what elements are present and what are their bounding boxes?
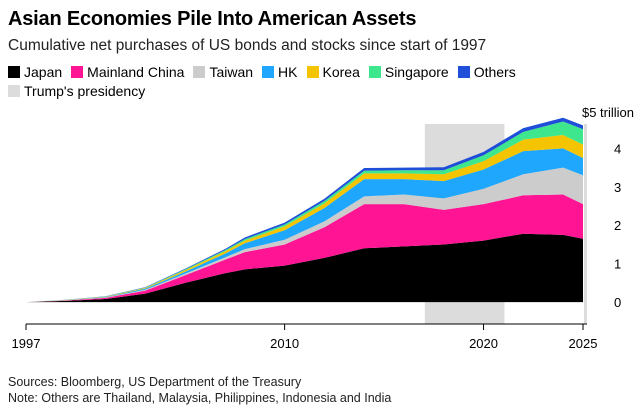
legend-swatch-japan — [8, 65, 20, 78]
legend-label-singapore: Singapore — [384, 63, 449, 80]
legend-swatch-taiwan — [193, 65, 206, 78]
legend-item-korea: Korea — [306, 63, 360, 80]
y-tick-label-0: 0 — [614, 295, 621, 310]
legend-label-japan: Japan — [24, 63, 63, 80]
area-mainland-china — [26, 194, 583, 303]
legend-swatch-hk — [262, 65, 275, 78]
legend-label-hk: HK — [278, 63, 298, 80]
y-tick-label-3: 3 — [614, 180, 621, 195]
y-unit-label: $5 trillion — [582, 105, 634, 120]
shaded-period-1 — [584, 124, 587, 324]
legend-row-1: Japan Mainland China Taiwan HK Korea Sin… — [8, 62, 608, 81]
legend-item-hk: HK — [262, 63, 298, 80]
legend-label-korea: Korea — [322, 63, 360, 80]
legend-swatch-singapore — [368, 65, 381, 78]
x-tick-label-2010: 2010 — [270, 336, 299, 351]
legend-item-trump-presidency: Trump's presidency — [8, 83, 145, 99]
legend-label-china: Mainland China — [87, 63, 185, 80]
area-korea — [26, 135, 583, 303]
legend-item-singapore: Singapore — [368, 63, 449, 80]
x-tick-label-2025: 2025 — [569, 336, 598, 351]
legend-label-others: Others — [473, 63, 516, 80]
legend-item-japan: Japan — [8, 64, 62, 80]
legend-swatch-trump-presidency — [8, 84, 20, 97]
y-tick-label-1: 1 — [614, 257, 621, 272]
others-note: Note: Others are Thailand, Malaysia, Phi… — [8, 391, 392, 405]
area-japan — [26, 233, 583, 303]
chart-title: Asian Economies Pile Into American Asset… — [8, 8, 417, 30]
sources-note: Sources: Bloomberg, US Department of the… — [8, 375, 302, 389]
legend-item-china: Mainland China — [71, 64, 184, 80]
y-tick-label-4: 4 — [614, 141, 621, 156]
legend-item-taiwan: Taiwan — [193, 64, 253, 80]
legend-swatch-others — [457, 65, 470, 78]
x-tick-label-1997: 1997 — [12, 336, 41, 351]
area-hk — [26, 148, 583, 303]
legend-row-2: Trump's presidency — [8, 81, 608, 100]
footnotes: Sources: Bloomberg, US Department of the… — [8, 374, 391, 406]
chart-subtitle: Cumulative net purchases of US bonds and… — [8, 37, 487, 54]
y-tick-label-2: 2 — [614, 218, 621, 233]
legend-swatch-china — [71, 65, 84, 78]
legend-label-taiwan: Taiwan — [209, 63, 254, 80]
legend: Japan Mainland China Taiwan HK Korea Sin… — [8, 62, 608, 100]
x-tick-label-2020: 2020 — [469, 336, 498, 351]
stacked-area-chart: 0 1 2 3 4 $5 trillion 1997 2010 2020 2025 — [12, 105, 634, 351]
legend-item-others: Others — [457, 63, 516, 80]
legend-label-trump-presidency: Trump's presidency — [24, 82, 146, 99]
legend-swatch-korea — [306, 65, 319, 78]
area-taiwan — [26, 167, 583, 303]
